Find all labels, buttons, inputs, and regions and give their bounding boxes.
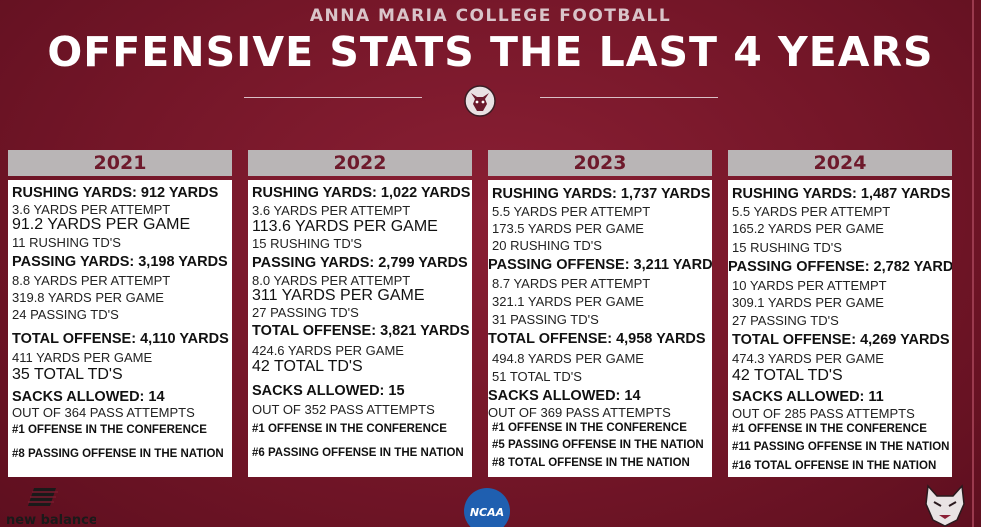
- stats-column-2021: 2021 RUSHING YARDS: 912 YARDS 3.6 YARDS …: [8, 150, 232, 477]
- stats-column-2024: 2024 RUSHING YARDS: 1,487 YARDS 5.5 YARD…: [728, 150, 952, 477]
- passing-tds: 24 PASSING TD'S: [12, 307, 119, 322]
- total-tds: 42 TOTAL TD'S: [732, 367, 843, 384]
- rush-yards-per-attempt: 5.5 YARDS PER ATTEMPT: [492, 204, 651, 219]
- total-yards-per-game: 424.6 YARDS PER GAME: [252, 343, 404, 358]
- pass-yards-per-game: 321.1 YARDS PER GAME: [492, 294, 644, 309]
- stats-card: RUSHING YARDS: 912 YARDS 3.6 YARDS PER A…: [8, 180, 232, 477]
- ranking-note-2: #6 PASSING OFFENSE IN THE NATION: [252, 447, 464, 459]
- total-tds: 35 TOTAL TD'S: [12, 366, 123, 383]
- total-offense-heading: TOTAL OFFENSE: 4,110 YARDS: [12, 331, 229, 347]
- rush-yards-per-game: 173.5 YARDS PER GAME: [492, 221, 644, 236]
- ranking-note-2: #8 PASSING OFFENSE IN THE NATION: [12, 448, 224, 460]
- rush-yards-per-game: 91.2 YARDS PER GAME: [12, 216, 191, 233]
- passing-heading: PASSING YARDS: 3,198 YARDS: [12, 254, 228, 270]
- total-yards-per-game: 494.8 YARDS PER GAME: [492, 351, 644, 366]
- passing-tds: 27 PASSING TD'S: [252, 305, 359, 320]
- pass-yards-per-attempt: 10 YARDS PER ATTEMPT: [732, 278, 887, 293]
- total-tds: 51 TOTAL TD'S: [492, 369, 582, 384]
- ncaa-wordmark: NCAA: [470, 506, 504, 519]
- passing-heading: PASSING OFFENSE: 2,782 YARDS: [728, 259, 952, 275]
- passing-heading: PASSING OFFENSE: 3,211 YARDS: [488, 257, 712, 273]
- sacks-allowed-heading: SACKS ALLOWED: 15: [252, 383, 405, 399]
- pass-yards-per-game: 311 YARDS PER GAME: [252, 287, 425, 304]
- ranking-note-3: #8 TOTAL OFFENSE IN THE NATION: [492, 457, 690, 469]
- year-header: 2023: [488, 150, 712, 176]
- total-offense-heading: TOTAL OFFENSE: 4,958 YARDS: [488, 331, 706, 347]
- ranking-note-2: #5 PASSING OFFENSE IN THE NATION: [492, 439, 704, 451]
- year-header: 2021: [8, 150, 232, 176]
- divider-right: [540, 97, 718, 98]
- total-yards-per-game: 411 YARDS PER GAME: [12, 350, 153, 365]
- pass-yards-per-game: 319.8 YARDS PER GAME: [12, 290, 164, 305]
- rushing-yards-heading: RUSHING YARDS: 1,737 YARDS: [492, 186, 711, 202]
- rushing-tds: 15 RUSHING TD'S: [252, 236, 362, 251]
- total-offense-heading: TOTAL OFFENSE: 4,269 YARDS: [732, 332, 950, 348]
- wildcat-mascot-logo-icon: [925, 484, 965, 527]
- rushing-tds: 15 RUSHING TD'S: [732, 240, 842, 255]
- pass-yards-per-attempt: 8.7 YARDS PER ATTEMPT: [492, 276, 651, 291]
- ncaa-logo-icon: NCAA: [464, 488, 510, 527]
- total-tds: 42 TOTAL TD'S: [252, 358, 363, 375]
- sacks-pass-attempts: OUT OF 352 PASS ATTEMPTS: [252, 402, 435, 417]
- stats-card: RUSHING YARDS: 1,487 YARDS 5.5 YARDS PER…: [728, 180, 952, 477]
- pass-yards-per-attempt: 8.8 YARDS PER ATTEMPT: [12, 273, 171, 288]
- ranking-note-3: #16 TOTAL OFFENSE IN THE NATION: [732, 460, 937, 472]
- passing-heading: PASSING YARDS: 2,799 YARDS: [252, 255, 468, 271]
- ranking-note-1: #1 OFFENSE IN THE CONFERENCE: [252, 423, 447, 435]
- ranking-note-1: #1 OFFENSE IN THE CONFERENCE: [12, 424, 207, 436]
- ranking-note-2: #11 PASSING OFFENSE IN THE NATION: [732, 441, 950, 453]
- stats-card: RUSHING YARDS: 1,022 YARDS 3.6 YARDS PER…: [248, 180, 472, 477]
- sacks-pass-attempts: OUT OF 364 PASS ATTEMPTS: [12, 405, 195, 420]
- total-offense-heading: TOTAL OFFENSE: 3,821 YARDS: [252, 323, 470, 339]
- page-title: OFFENSIVE STATS THE LAST 4 YEARS: [47, 28, 934, 76]
- stats-card: RUSHING YARDS: 1,737 YARDS 5.5 YARDS PER…: [488, 180, 712, 477]
- rush-yards-per-attempt: 3.6 YARDS PER ATTEMPT: [252, 203, 411, 218]
- sacks-pass-attempts: OUT OF 369 PASS ATTEMPTS: [488, 405, 671, 420]
- ranking-note-1: #1 OFFENSE IN THE CONFERENCE: [492, 422, 687, 434]
- page-subtitle: ANNA MARIA COLLEGE FOOTBALL: [309, 6, 672, 26]
- pass-yards-per-attempt: 8.0 YARDS PER ATTEMPT: [252, 273, 411, 288]
- sacks-allowed-heading: SACKS ALLOWED: 11: [732, 389, 884, 405]
- rushing-yards-heading: RUSHING YARDS: 912 YARDS: [12, 185, 219, 201]
- new-balance-wordmark: new balance: [6, 513, 96, 527]
- year-header: 2024: [728, 150, 952, 176]
- year-header: 2022: [248, 150, 472, 176]
- pass-yards-per-game: 309.1 YARDS PER GAME: [732, 295, 884, 310]
- right-edge-line: [972, 0, 974, 527]
- rush-yards-per-game: 165.2 YARDS PER GAME: [732, 221, 884, 236]
- sacks-allowed-heading: SACKS ALLOWED: 14: [488, 388, 641, 404]
- sacks-pass-attempts: OUT OF 285 PASS ATTEMPTS: [732, 406, 915, 421]
- rush-yards-per-attempt: 3.6 YARDS PER ATTEMPT: [12, 202, 171, 217]
- passing-tds: 31 PASSING TD'S: [492, 312, 599, 327]
- divider-left: [244, 97, 422, 98]
- stats-column-2022: 2022 RUSHING YARDS: 1,022 YARDS 3.6 YARD…: [248, 150, 472, 477]
- rushing-tds: 11 RUSHING TD'S: [12, 235, 121, 250]
- sacks-allowed-heading: SACKS ALLOWED: 14: [12, 389, 165, 405]
- rush-yards-per-game: 113.6 YARDS PER GAME: [252, 218, 438, 235]
- total-yards-per-game: 474.3 YARDS PER GAME: [732, 351, 884, 366]
- rush-yards-per-attempt: 5.5 YARDS PER ATTEMPT: [732, 204, 891, 219]
- ranking-note-1: #1 OFFENSE IN THE CONFERENCE: [732, 423, 927, 435]
- passing-tds: 27 PASSING TD'S: [732, 313, 839, 328]
- rushing-yards-heading: RUSHING YARDS: 1,022 YARDS: [252, 185, 471, 201]
- rushing-yards-heading: RUSHING YARDS: 1,487 YARDS: [732, 186, 951, 202]
- wildcat-logo-icon: [464, 85, 496, 117]
- new-balance-logo-icon: new balance: [6, 488, 96, 527]
- rushing-tds: 20 RUSHING TD'S: [492, 238, 602, 253]
- stats-column-2023: 2023 RUSHING YARDS: 1,737 YARDS 5.5 YARD…: [488, 150, 712, 477]
